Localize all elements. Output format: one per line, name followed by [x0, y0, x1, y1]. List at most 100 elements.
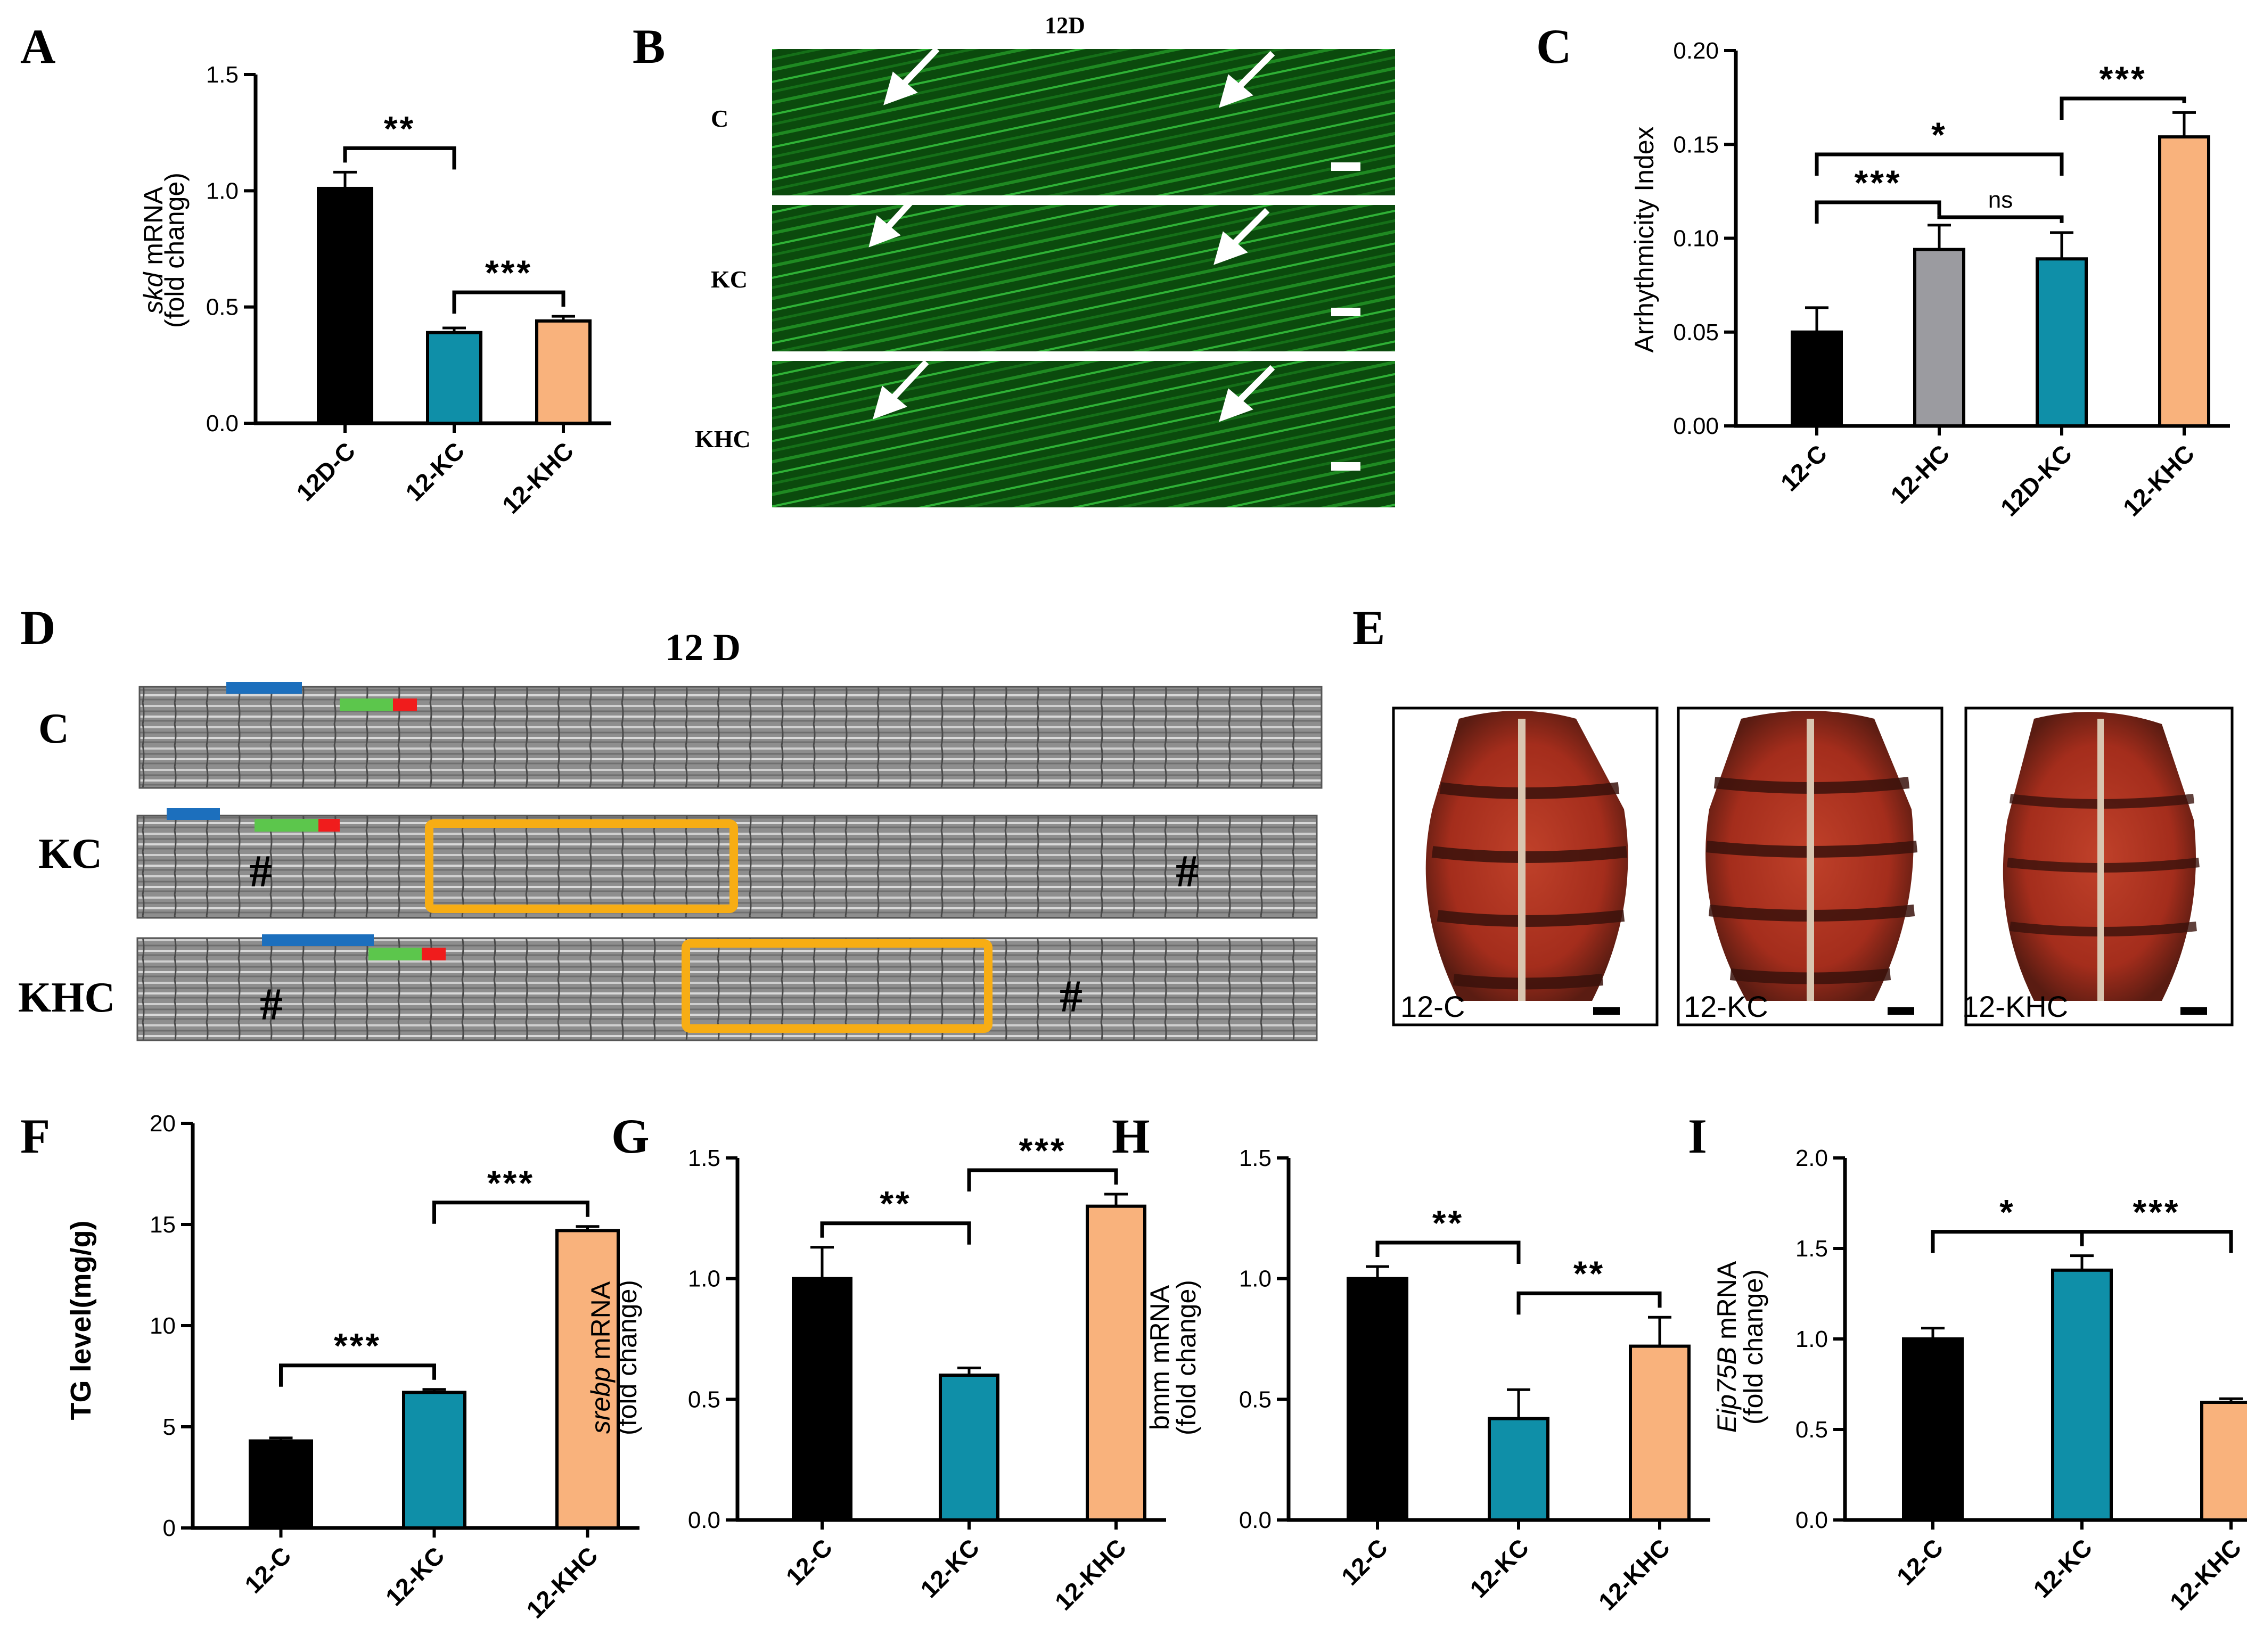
bar [2158, 135, 2210, 428]
x-tick-label: 12-C [781, 1533, 838, 1590]
micrograph-khc [772, 361, 1395, 507]
abdomen-photo-kc: 12-KC [1677, 706, 1943, 1026]
photo-label-kc: 12-KC [1684, 990, 1768, 1023]
x-tick-label: 12D-C [291, 437, 360, 506]
y-axis-label: srebp mRNA [586, 1281, 616, 1434]
y-tick-label: 0.00 [1673, 413, 1719, 439]
green-bar [255, 819, 318, 832]
significance-bracket [279, 1363, 436, 1387]
x-tick-label: 12-HC [1885, 439, 1955, 509]
hash-marker: # [260, 979, 283, 1030]
bar [402, 1391, 466, 1530]
panel-label-i: I [1688, 1109, 1707, 1163]
bar [1086, 1204, 1146, 1522]
y-tick-label: 1.0 [1795, 1326, 1828, 1352]
y-tick-label: 1.5 [688, 1145, 720, 1171]
arrow-icon [1219, 388, 1253, 422]
bar [317, 186, 373, 425]
significance-bracket [1937, 215, 2064, 223]
x-tick-label: 12-KHC [2164, 1533, 2246, 1615]
hash-marker: # [1176, 845, 1199, 897]
x-tick-label: 12-C [239, 1541, 296, 1598]
x-tick-label: 12D-KC [1995, 439, 2077, 521]
arrow-icon [868, 215, 901, 248]
arrow-icon [1227, 208, 1270, 250]
y-tick-label: 0.05 [1673, 319, 1719, 346]
green-bar [368, 948, 422, 960]
y-axis-label-2: (fold change) [1171, 1280, 1201, 1435]
scale-bar [1331, 162, 1360, 171]
hash-marker: # [249, 845, 272, 897]
bar [2051, 1268, 2113, 1522]
blue-bar [167, 808, 220, 820]
significance-label: ** [880, 1184, 911, 1223]
y-tick-label: 0.0 [1795, 1507, 1828, 1533]
y-axis-label-2: (fold change) [612, 1280, 642, 1435]
arrow-icon [883, 71, 918, 105]
y-tick-label: 0.5 [1239, 1386, 1272, 1412]
significance-label: *** [2099, 59, 2146, 98]
significance-label: ** [1432, 1203, 1464, 1243]
chart-f-tg-level: 0 5 10 15 20 12-C 12-KC 12-KHC TG level(mg/g) ***… [65, 1111, 639, 1624]
bar [249, 1439, 313, 1530]
panel-d-row-kc: KC [38, 831, 102, 877]
scale-bar [1331, 308, 1360, 316]
bar [426, 331, 482, 425]
kymograph-kc [136, 815, 1318, 919]
abdomen-photo-khc: 12-KHC [1962, 706, 2234, 1026]
x-tick-label: 12-C [1775, 439, 1832, 496]
y-tick-label: 0.5 [206, 294, 239, 320]
panel-label-a: A [20, 19, 55, 73]
y-tick-label: 5 [163, 1414, 176, 1440]
scale-bar [1888, 1007, 1914, 1015]
bar [1902, 1337, 1964, 1522]
x-tick-label: 12-KC [380, 1541, 450, 1611]
bar [1791, 330, 1843, 428]
photo-label-c: 12-C [1400, 990, 1465, 1023]
panel-label-b: B [633, 19, 665, 73]
significance-bracket [343, 146, 456, 170]
x-tick-label: 12-KC [915, 1533, 985, 1603]
y-axis-label: Eip75B mRNA [1712, 1261, 1742, 1433]
panel-label-g: G [611, 1109, 650, 1163]
scale-bar [1593, 1007, 1620, 1015]
bar [2200, 1401, 2247, 1522]
micrograph-kc [772, 205, 1395, 351]
panel-label-e: E [1352, 601, 1385, 655]
significance-label: * [1999, 1193, 2015, 1232]
arrow-icon [887, 359, 929, 405]
panel-d-title: 12 D [665, 626, 741, 669]
hash-marker: # [1060, 971, 1083, 1022]
panel-b-row-khc: KHC [695, 425, 751, 453]
arrow-icons [868, 46, 1275, 422]
x-tick-label: 12-KHC [521, 1541, 603, 1623]
chart-c-arrhythmicity: 0.00 0.05 0.10 0.15 0.20 12-C 12-HC 12D-KC 12-KH… [1629, 38, 2230, 522]
y-tick-label: 0.15 [1673, 131, 1719, 158]
y-tick-label: 0.5 [688, 1386, 720, 1412]
y-tick-label: 1.0 [688, 1266, 720, 1292]
panel-d-row-c: C [38, 705, 69, 752]
micrograph-c [772, 49, 1395, 195]
panel-b-row-c: C [711, 105, 728, 132]
x-tick-label: 12-C [1891, 1533, 1948, 1590]
y-axis-label-2: (fold change) [1738, 1269, 1768, 1425]
y-tick-label: 0.20 [1673, 38, 1719, 64]
y-tick-label: 0.10 [1673, 226, 1719, 252]
y-tick-label: 1.5 [1239, 1145, 1272, 1171]
y-tick-label: 0 [163, 1515, 176, 1541]
bar [1629, 1344, 1691, 1522]
blue-bar [226, 682, 302, 694]
kymograph-khc [136, 937, 1318, 1041]
arrhythmia-box [425, 819, 738, 913]
significance-label: ** [1573, 1254, 1605, 1293]
arrow-icon [1219, 74, 1253, 108]
x-tick-label: 12-C [1336, 1533, 1393, 1590]
y-tick-label: 20 [150, 1111, 176, 1137]
y-tick-label: 0.0 [688, 1507, 720, 1533]
y-tick-label: 0.0 [1239, 1507, 1272, 1533]
significance-label: *** [1019, 1131, 1066, 1170]
abdomen-photo-c: 12-C [1392, 706, 1659, 1026]
y-axis-label: bmm mRNA [1145, 1285, 1175, 1430]
panel-e-photos: 12-C 12-KC 12-KHC [1392, 706, 2234, 1026]
